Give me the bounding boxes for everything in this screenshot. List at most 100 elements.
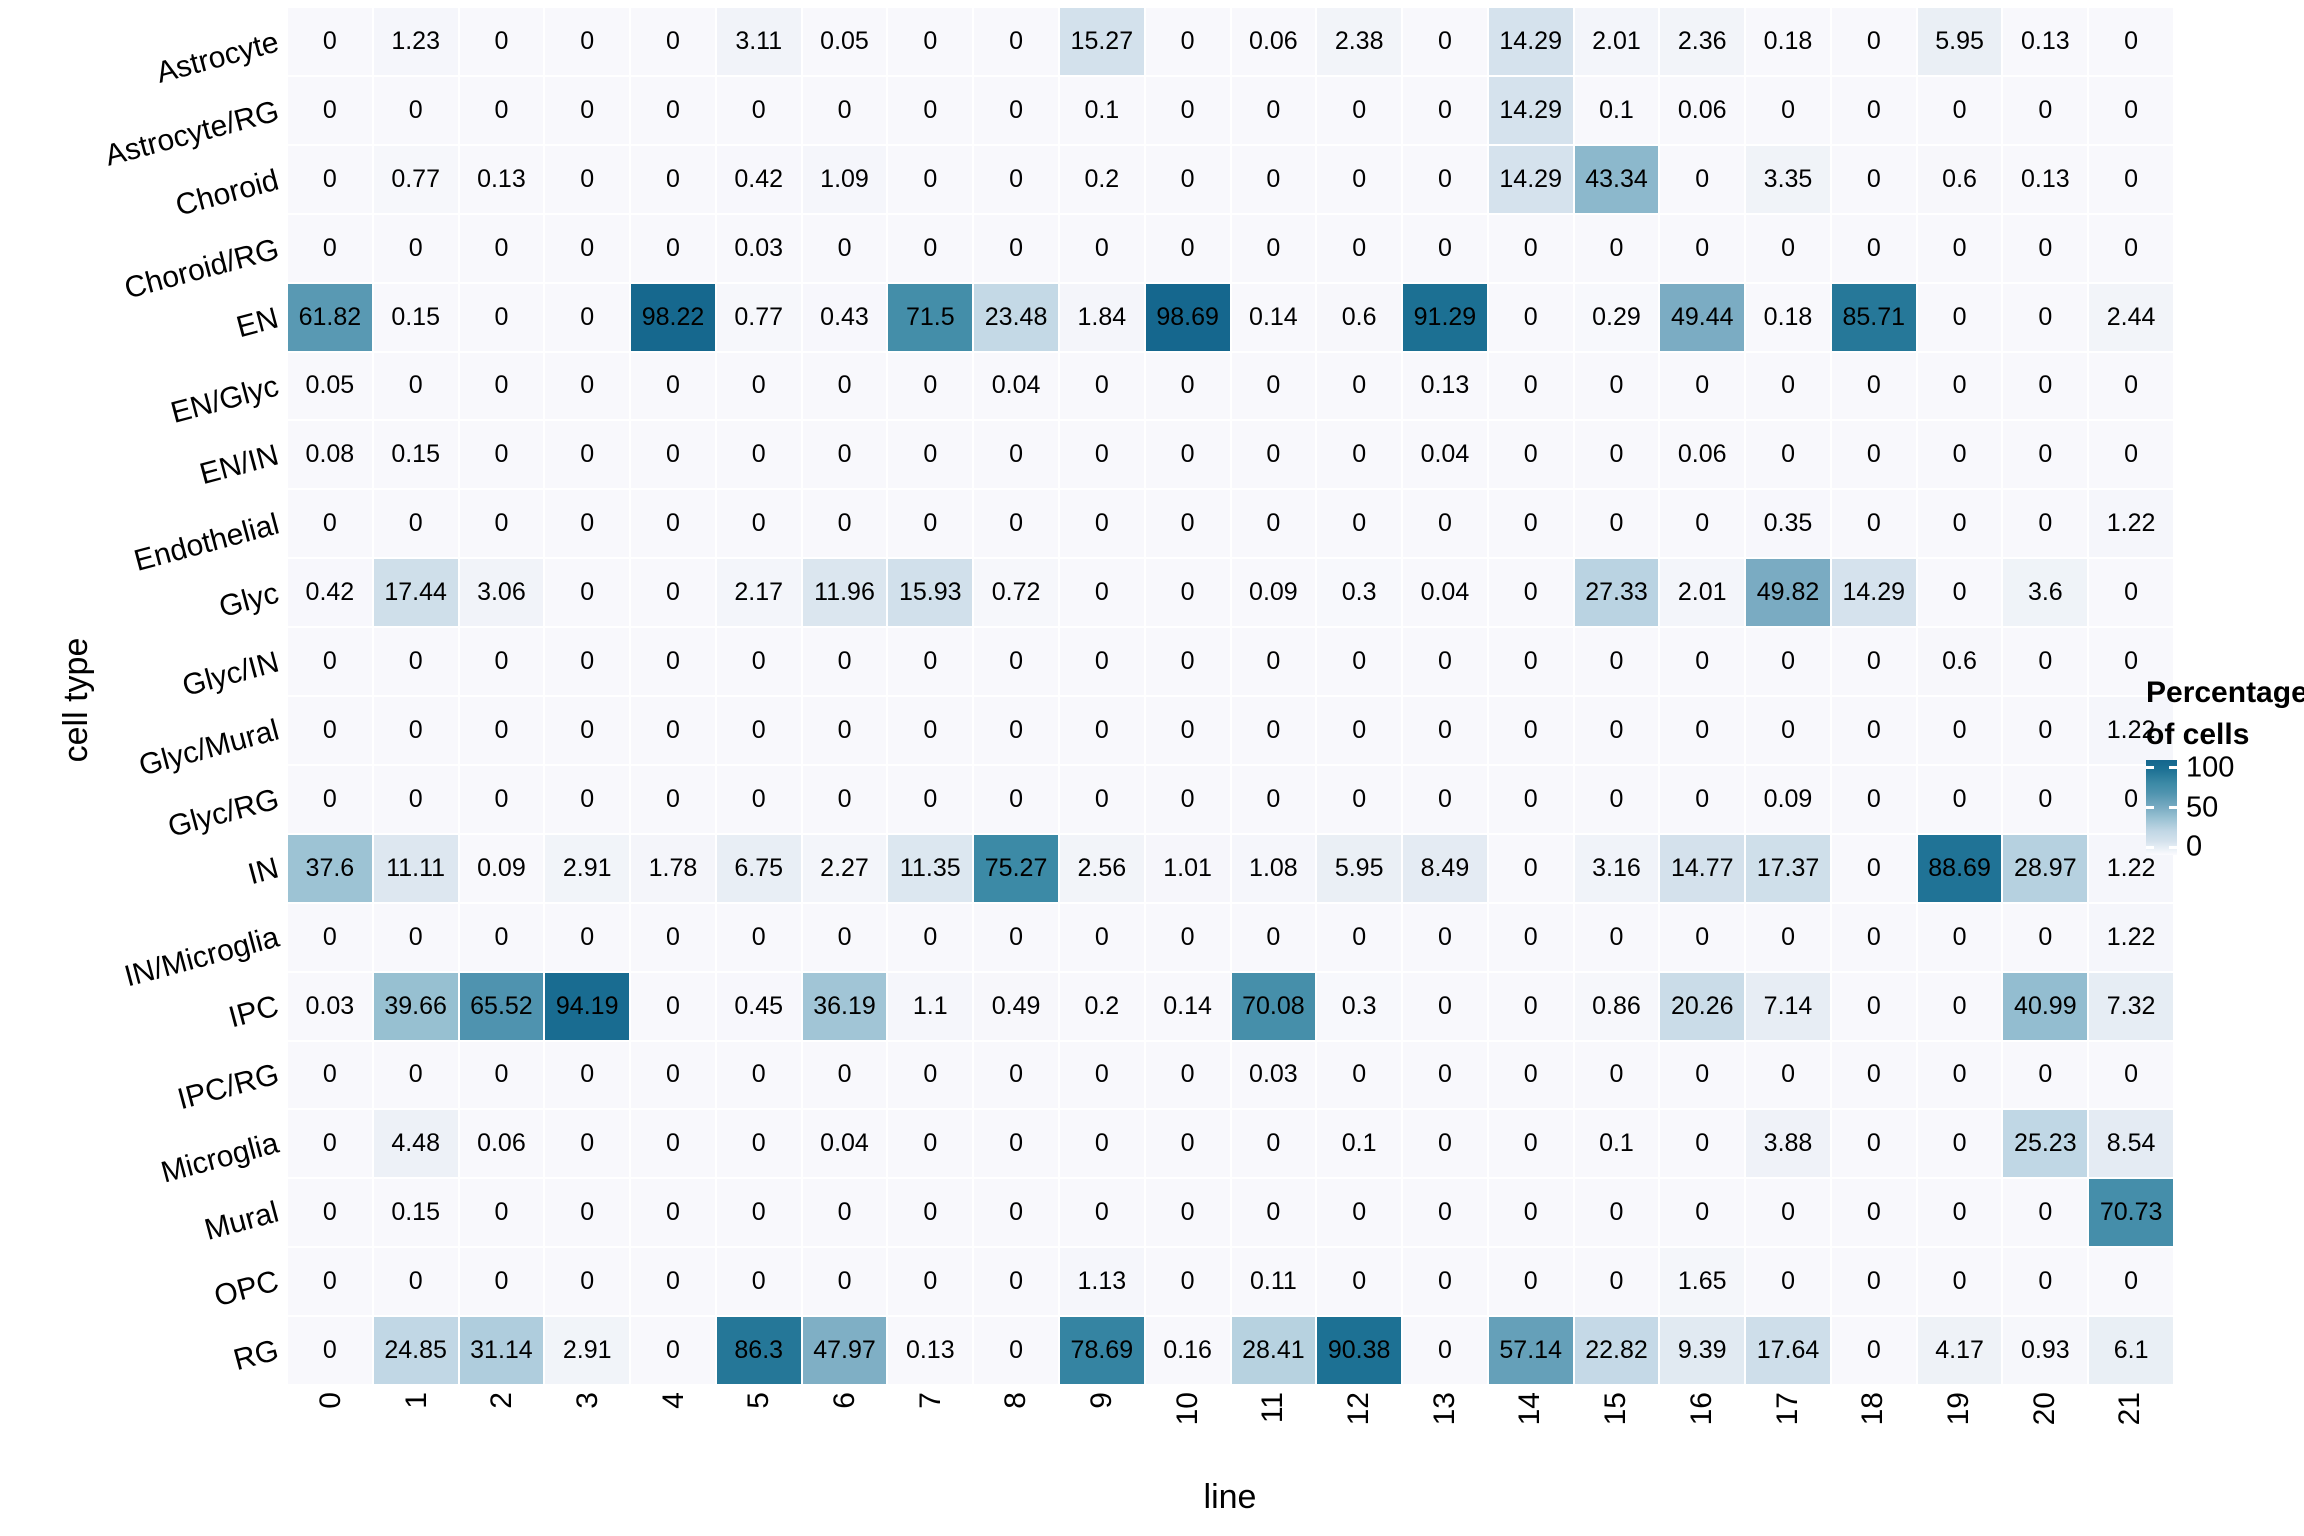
heatmap-cell: 0 bbox=[802, 421, 887, 489]
heatmap-cell: 0 bbox=[2089, 214, 2173, 282]
heatmap-cell: 8.49 bbox=[1403, 834, 1487, 902]
heatmap-cell: 0 bbox=[545, 283, 630, 351]
heatmap-cell: 0 bbox=[802, 1179, 887, 1247]
heatmap-cell: 0 bbox=[974, 697, 1058, 764]
heatmap-cell: 0.2 bbox=[1059, 145, 1144, 213]
heatmap-cell: 0 bbox=[1403, 1041, 1487, 1109]
heatmap-cell: 0 bbox=[1917, 76, 2002, 144]
heatmap-cell: 28.41 bbox=[1231, 1317, 1316, 1384]
heatmap-cell: 90.38 bbox=[1317, 1317, 1402, 1384]
legend-tick-mark bbox=[2146, 845, 2154, 849]
heatmap-cell: 0 bbox=[1403, 697, 1487, 764]
heatmap-cell: 0.03 bbox=[1231, 1041, 1316, 1109]
heatmap-cell: 0 bbox=[1831, 1179, 1916, 1247]
legend-tick-mark bbox=[2169, 766, 2177, 770]
heatmap-cell: 43.34 bbox=[1574, 145, 1659, 213]
heatmap-cell: 0 bbox=[1145, 559, 1230, 627]
heatmap-cell: 0 bbox=[631, 8, 715, 75]
heatmap-cell: 0 bbox=[545, 421, 630, 489]
heatmap-cell: 0 bbox=[373, 765, 458, 833]
heatmap-cell: 0 bbox=[373, 697, 458, 764]
heatmap-cell: 0 bbox=[545, 1248, 630, 1316]
heatmap-cell: 0 bbox=[716, 352, 801, 420]
heatmap-cell: 0 bbox=[631, 421, 715, 489]
heatmap-cell: 0 bbox=[1746, 76, 1830, 144]
heatmap-cell: 0 bbox=[1488, 628, 1573, 695]
heatmap-cell: 0 bbox=[1317, 490, 1402, 558]
heatmap-cell: 0.15 bbox=[373, 283, 458, 351]
heatmap-cell: 6.1 bbox=[2089, 1317, 2173, 1384]
heatmap-cell: 47.97 bbox=[802, 1317, 887, 1384]
heatmap-cell: 0 bbox=[1059, 765, 1144, 833]
heatmap-cell: 0 bbox=[2089, 628, 2173, 695]
heatmap-cell: 0 bbox=[2003, 765, 2088, 833]
heatmap-cell: 70.73 bbox=[2089, 1179, 2173, 1247]
heatmap-cell: 0 bbox=[1145, 903, 1230, 971]
heatmap-cell: 14.29 bbox=[1488, 76, 1573, 144]
heatmap-cell: 0 bbox=[716, 628, 801, 695]
row-label: Glyc/RG bbox=[164, 782, 283, 844]
heatmap-cell: 0 bbox=[1488, 765, 1573, 833]
heatmap-cell: 0.06 bbox=[1660, 421, 1745, 489]
heatmap-cell: 0 bbox=[1059, 490, 1144, 558]
heatmap-cell: 2.01 bbox=[1660, 559, 1745, 627]
heatmap-cell: 0 bbox=[1231, 1110, 1316, 1178]
heatmap-cell: 0 bbox=[2003, 214, 2088, 282]
heatmap-cell: 0 bbox=[1488, 903, 1573, 971]
heatmap-cell: 0.72 bbox=[974, 559, 1058, 627]
heatmap-cell: 14.77 bbox=[1660, 834, 1745, 902]
heatmap-cell: 0 bbox=[2003, 490, 2088, 558]
heatmap-cell: 0.3 bbox=[1317, 972, 1402, 1040]
heatmap-cell: 0 bbox=[1059, 903, 1144, 971]
heatmap-cell: 0 bbox=[1317, 1179, 1402, 1247]
heatmap-cell: 0 bbox=[1917, 490, 2002, 558]
heatmap-cell: 0 bbox=[1403, 8, 1487, 75]
heatmap-cell: 0 bbox=[1488, 352, 1573, 420]
heatmap-cell: 2.44 bbox=[2089, 283, 2173, 351]
heatmap-cell: 0 bbox=[545, 765, 630, 833]
heatmap-cell: 0 bbox=[1145, 145, 1230, 213]
heatmap-cell: 0 bbox=[888, 1110, 973, 1178]
heatmap-cell: 0 bbox=[974, 1317, 1058, 1384]
heatmap-cell: 0 bbox=[1831, 1317, 1916, 1384]
heatmap-cell: 0 bbox=[1059, 214, 1144, 282]
row-label: EN/IN bbox=[196, 438, 283, 492]
heatmap-cell: 0 bbox=[288, 145, 372, 213]
heatmap-cell: 0.05 bbox=[288, 352, 372, 420]
heatmap-cell: 1.1 bbox=[888, 972, 973, 1040]
heatmap-cell: 0 bbox=[1145, 8, 1230, 75]
heatmap-cell: 0 bbox=[1488, 972, 1573, 1040]
heatmap-cell: 0 bbox=[888, 697, 973, 764]
heatmap-cell: 2.27 bbox=[802, 834, 887, 902]
heatmap-cell: 0 bbox=[2003, 628, 2088, 695]
heatmap-cell: 0 bbox=[545, 697, 630, 764]
y-axis-title: cell type bbox=[56, 637, 95, 763]
heatmap-cell: 0 bbox=[1488, 559, 1573, 627]
heatmap-cell: 3.06 bbox=[459, 559, 544, 627]
heatmap-cell: 0 bbox=[974, 903, 1058, 971]
heatmap-cell: 0 bbox=[802, 352, 887, 420]
heatmap-cell: 0 bbox=[1317, 697, 1402, 764]
heatmap-cell: 2.17 bbox=[716, 559, 801, 627]
heatmap-cell: 0 bbox=[1831, 972, 1916, 1040]
heatmap-cell: 0 bbox=[288, 697, 372, 764]
heatmap-cell: 0 bbox=[1145, 1041, 1230, 1109]
heatmap-cell: 0 bbox=[459, 421, 544, 489]
heatmap-cell: 0 bbox=[1488, 1179, 1573, 1247]
heatmap-cell: 0 bbox=[1660, 352, 1745, 420]
heatmap-cell: 11.11 bbox=[373, 834, 458, 902]
heatmap-cell: 0 bbox=[1231, 903, 1316, 971]
heatmap-cell: 0.35 bbox=[1746, 490, 1830, 558]
heatmap-cell: 0 bbox=[459, 1179, 544, 1247]
heatmap-cell: 0 bbox=[631, 903, 715, 971]
heatmap-cell: 0 bbox=[1660, 145, 1745, 213]
heatmap-cell: 0 bbox=[1145, 765, 1230, 833]
heatmap-cell: 0 bbox=[1831, 1041, 1916, 1109]
heatmap-cell: 0.93 bbox=[2003, 1317, 2088, 1384]
column-label: 21 bbox=[2113, 1392, 2147, 1426]
heatmap-cell: 0 bbox=[1574, 765, 1659, 833]
heatmap-cell: 1.01 bbox=[1145, 834, 1230, 902]
column-label: 19 bbox=[1941, 1392, 1975, 1426]
heatmap-cell: 0 bbox=[1831, 352, 1916, 420]
heatmap-cell: 0.09 bbox=[459, 834, 544, 902]
